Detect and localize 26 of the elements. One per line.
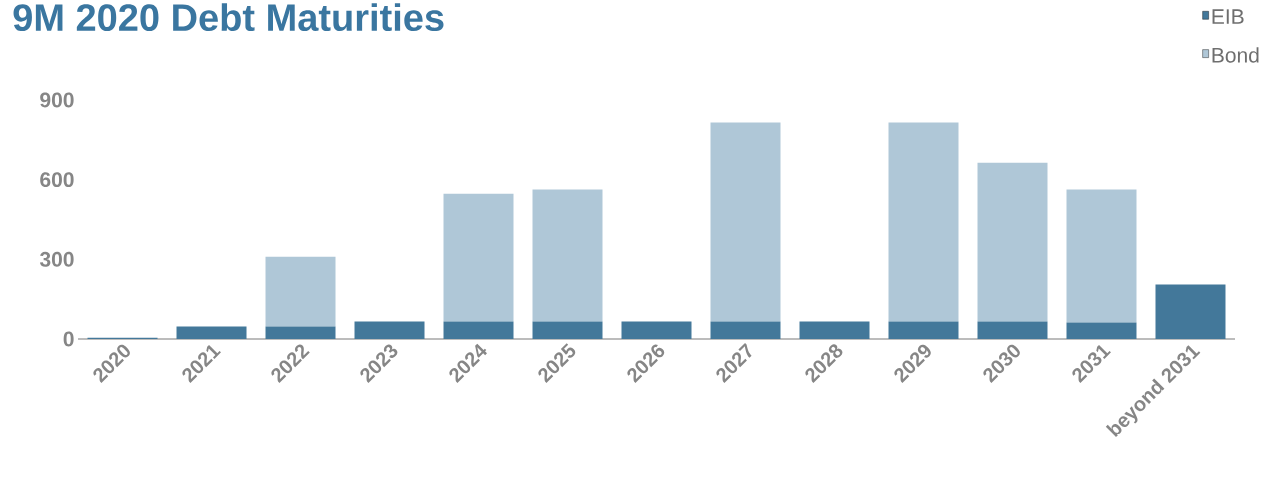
legend-label: EIB (1212, 9, 1244, 24)
chart-title: 9M 2020 Debt Maturities (13, 3, 444, 32)
y-tick-label: 600 (40, 172, 74, 188)
bar (977, 321, 1048, 339)
bar (354, 321, 425, 339)
bar (532, 321, 603, 339)
bar (1155, 284, 1226, 339)
bar (443, 321, 514, 339)
bar (532, 189, 603, 322)
bar (888, 321, 959, 339)
bar (443, 193, 514, 322)
bar (977, 162, 1048, 322)
y-tick-label: 0 (63, 331, 74, 347)
bar (176, 326, 247, 339)
bar (710, 321, 781, 339)
y-tick-label: 300 (39, 251, 74, 267)
bar (621, 321, 692, 339)
bar (1066, 322, 1137, 339)
bar (1066, 189, 1137, 323)
bar (265, 256, 336, 327)
bar (888, 122, 959, 322)
y-tick-label: 900 (40, 92, 74, 108)
bar (710, 122, 781, 322)
bar (265, 326, 336, 339)
bar (799, 321, 870, 339)
legend-label: Bond (1212, 47, 1259, 63)
